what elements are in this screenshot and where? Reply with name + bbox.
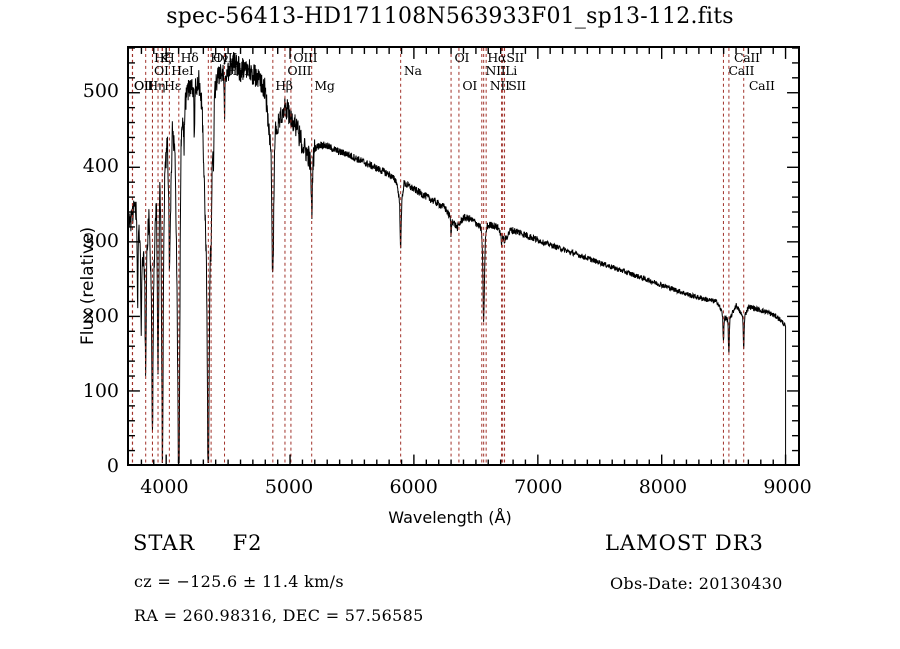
line-label-CaII-8542: CaII	[733, 50, 760, 65]
spectrum-plot: OII OII Hη Hζ OI K Hε H HeI Hδ Hγ OIII HeI Hβ OIII OIII…	[127, 46, 800, 466]
y-tick-200: 200	[82, 305, 119, 327]
line-label-NII-6583: NII	[489, 78, 510, 93]
line-label-OIII-5007: OIII	[293, 50, 318, 65]
line-label-OI-6300: OI	[454, 50, 470, 65]
line-label-OIII-4959: OIII	[287, 63, 312, 78]
line-label-OIII-4363: OIII	[213, 50, 237, 65]
line-label-K-3934: K	[159, 50, 169, 65]
line-label-H-4102: Hδ	[180, 50, 199, 65]
y-axis-title: Flux (relative)	[78, 226, 98, 345]
x-tick-9000: 9000	[763, 476, 812, 498]
x-axis-title: Wavelength (Å)	[388, 508, 512, 527]
object-type-label: STAR F2	[133, 531, 263, 555]
line-label-Li-6707: Li	[505, 63, 517, 78]
line-label-HeI-4026: HeI	[171, 63, 194, 78]
line-label-OI-3889: OI	[154, 63, 169, 78]
line-label-H-3968: H	[163, 50, 175, 65]
x-tick-7000: 7000	[514, 476, 563, 498]
observation-date: Obs-Date: 20130430	[610, 574, 783, 593]
line-label-Mg-5175: Mg	[314, 78, 335, 93]
y-tick-100: 100	[82, 380, 119, 402]
line-label-H-4861: Hβ	[275, 78, 293, 93]
x-tick-4000: 4000	[140, 476, 189, 498]
line-label-OII-3727: OII	[133, 78, 154, 93]
line-label-H-3889: Hζ	[154, 50, 172, 65]
y-tick-300: 300	[82, 230, 119, 252]
line-label-CaII-8662: CaII	[748, 78, 775, 93]
line-label-H-3835: Hη	[147, 78, 166, 93]
line-label-OII-3729: OII	[134, 78, 154, 93]
y-tick-500: 500	[82, 80, 119, 102]
survey-label: LAMOST DR3	[605, 531, 764, 555]
plot-canvas: OII OII Hη Hζ OI K Hε H HeI Hδ Hγ OIII HeI Hβ OIII OIII…	[129, 48, 798, 464]
line-label-HeI-4471: HeI	[226, 63, 250, 78]
line-label-SII-6716: SII	[506, 50, 524, 65]
spectrum-trace	[129, 51, 787, 464]
line-label-SII-6731: SII	[508, 78, 526, 93]
line-label-H-4340: Hγ	[210, 50, 229, 65]
line-label-OI-6363: OI	[462, 78, 477, 93]
x-tick-6000: 6000	[389, 476, 438, 498]
y-tick-400: 400	[82, 155, 119, 177]
line-label-CaII-8498: CaII	[728, 63, 755, 78]
line-label-H-3970: Hε	[164, 78, 181, 93]
radial-velocity: cz = −125.6 ± 11.4 km/s	[134, 572, 344, 591]
x-tick-8000: 8000	[638, 476, 688, 498]
page-title: spec-56413-HD171108N563933F01_sp13-112.f…	[166, 4, 734, 29]
line-label-H-6563: Hα	[487, 50, 507, 65]
line-label-NII-6548: NII	[485, 63, 506, 78]
x-tick-5000: 5000	[264, 476, 314, 498]
coordinates: RA = 260.98316, DEC = 57.56585	[134, 606, 424, 625]
y-tick-0: 0	[106, 455, 119, 477]
line-label-Na-5893: Na	[403, 63, 422, 78]
spectral-class: F2	[232, 531, 263, 555]
